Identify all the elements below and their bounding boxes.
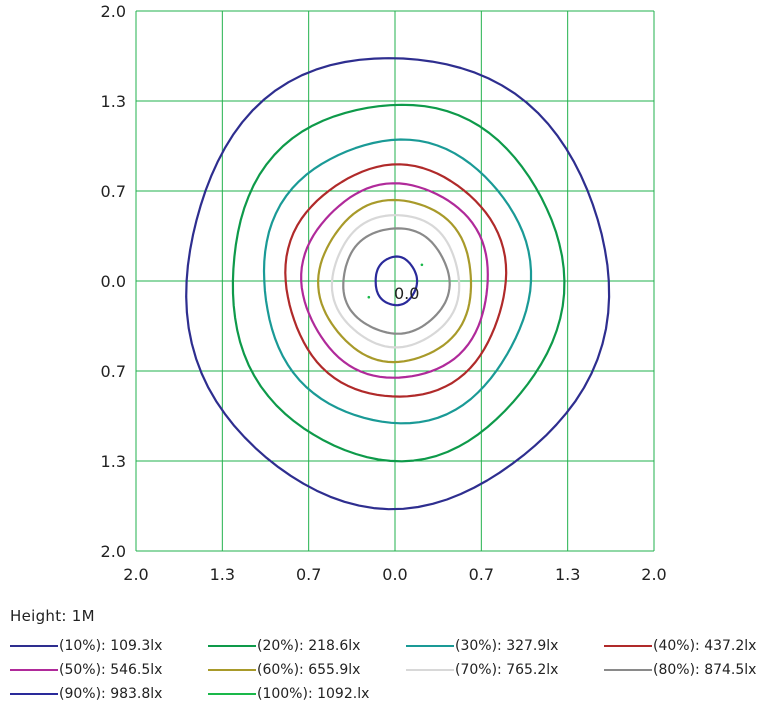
legend-label: (70%): 765.2lx: [455, 662, 559, 678]
legend-item: (80%): 874.5lx: [604, 660, 756, 680]
contour-60pct: [317, 198, 473, 364]
y-tick-label: 1.3: [101, 452, 126, 471]
legend-label: (80%): 874.5lx: [653, 662, 757, 678]
x-tick-label: 0.0: [382, 565, 407, 584]
legend-item: (60%): 655.9lx: [208, 660, 360, 680]
legend-item: (30%): 327.9lx: [406, 636, 558, 656]
contour-30pct: [262, 138, 533, 425]
legend-label: (50%): 546.5lx: [59, 662, 163, 678]
contour-40pct: [284, 163, 508, 398]
legend-swatch: [604, 645, 652, 647]
x-tick-label: 0.7: [296, 565, 321, 584]
x-tick-label: 0.7: [469, 565, 494, 584]
peak-markers: [367, 263, 424, 299]
legend-swatch: [10, 645, 58, 647]
y-tick-labels: 2.0 1.3 0.7 0.0 0.7 1.3 2.0: [101, 2, 126, 561]
contour-10pct: [185, 57, 611, 511]
y-tick-label: 0.7: [101, 362, 126, 381]
legend-item: (20%): 218.6lx: [208, 636, 360, 656]
mounting-height-label: Height: 1M: [10, 607, 95, 625]
contour-90pct: [374, 255, 419, 307]
y-tick-label: 0.0: [101, 272, 126, 291]
legend-label: (30%): 327.9lx: [455, 638, 559, 654]
contour-70pct: [330, 214, 461, 349]
legend-swatch: [406, 669, 454, 671]
contour-20pct: [231, 103, 566, 463]
contour-lines: [185, 57, 611, 511]
isolux-chart: 2.0 1.3 0.7 0.0 0.7 1.3 2.0 2.0 1.3 0.7 0.0 0.7 1.3…: [101, 2, 667, 584]
legend-label: (100%): 1092.lx: [257, 686, 370, 702]
contour-80pct: [342, 227, 451, 335]
legend-swatch: [406, 645, 454, 647]
legend-swatch: [10, 693, 58, 695]
legend-item: (70%): 765.2lx: [406, 660, 558, 680]
legend-swatch: [208, 645, 256, 647]
legend-item: (40%): 437.2lx: [604, 636, 756, 656]
peak-marker: [367, 295, 371, 299]
legend-swatch: [10, 669, 58, 671]
center-value-label: 0.0: [394, 284, 419, 303]
legend-label: (40%): 437.2lx: [653, 638, 757, 654]
y-tick-label: 1.3: [101, 92, 126, 111]
legend-item: (100%): 1092.lx: [208, 684, 369, 704]
peak-marker: [420, 263, 424, 267]
legend-label: (90%): 983.8lx: [59, 686, 163, 702]
x-tick-label: 1.3: [210, 565, 235, 584]
x-tick-labels: 2.0 1.3 0.7 0.0 0.7 1.3 2.0: [123, 565, 666, 584]
x-tick-label: 2.0: [123, 565, 148, 584]
y-tick-label: 0.7: [101, 182, 126, 201]
legend-item: (10%): 109.3lx: [10, 636, 162, 656]
legend-label: (20%): 218.6lx: [257, 638, 361, 654]
chart-grid: [135, 10, 655, 552]
x-tick-label: 1.3: [555, 565, 580, 584]
y-tick-label: 2.0: [101, 2, 126, 21]
legend-swatch: [208, 669, 256, 671]
y-tick-label: 2.0: [101, 542, 126, 561]
legend-item: (90%): 983.8lx: [10, 684, 162, 704]
legend-swatch: [604, 669, 652, 671]
legend-label: (10%): 109.3lx: [59, 638, 163, 654]
legend-swatch: [208, 693, 256, 695]
legend-item: (50%): 546.5lx: [10, 660, 162, 680]
legend-label: (60%): 655.9lx: [257, 662, 361, 678]
x-tick-label: 2.0: [641, 565, 666, 584]
contour-50pct: [300, 182, 489, 379]
